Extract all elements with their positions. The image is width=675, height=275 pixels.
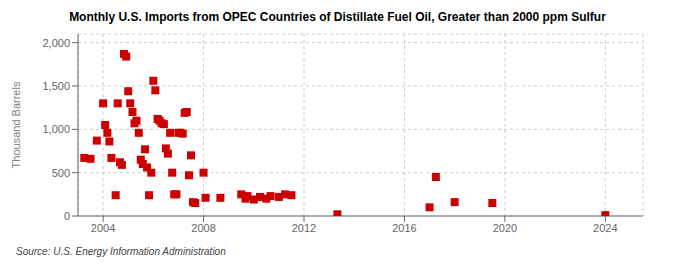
svg-text:2004: 2004 — [91, 222, 115, 234]
svg-text:0: 0 — [64, 210, 70, 222]
svg-text:2016: 2016 — [392, 222, 416, 234]
svg-text:2024: 2024 — [593, 222, 617, 234]
svg-text:2012: 2012 — [292, 222, 316, 234]
svg-text:1,000: 1,000 — [42, 123, 70, 135]
svg-text:Thousand Barrels: Thousand Barrels — [10, 81, 22, 168]
svg-text:2008: 2008 — [191, 222, 215, 234]
svg-text:1,500: 1,500 — [42, 80, 70, 92]
svg-text:2020: 2020 — [493, 222, 517, 234]
svg-text:500: 500 — [52, 167, 70, 179]
svg-text:2,000: 2,000 — [42, 37, 70, 49]
html-text:Monthly U.S. Imports from OPEC: Monthly U.S. Imports from OPEC Countries… — [69, 10, 606, 24]
html-text:Source: U.S. Energy Informatio: Source: U.S. Energy Information Administ… — [16, 246, 226, 257]
